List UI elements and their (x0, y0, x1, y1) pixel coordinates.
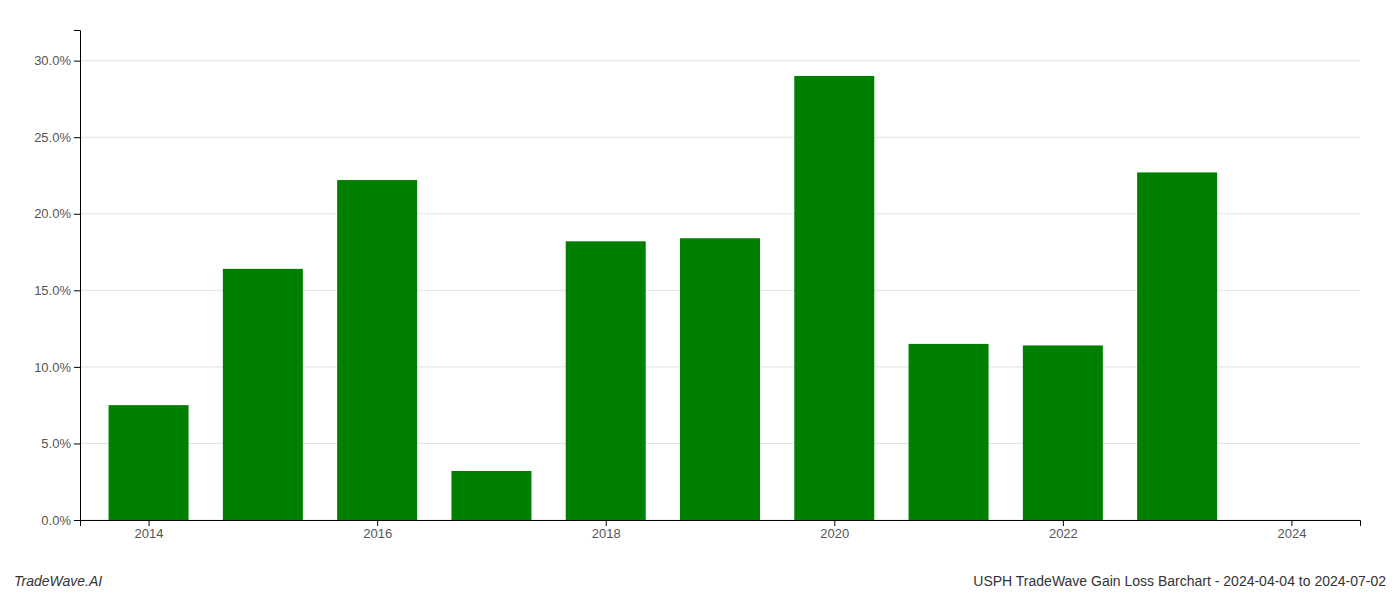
bar (451, 471, 531, 520)
grid-line (80, 137, 1360, 138)
y-tick: 0.0% (41, 513, 80, 528)
x-tick-label: 2016 (363, 526, 392, 541)
y-tick-mark (74, 290, 80, 291)
footer-right: USPH TradeWave Gain Loss Barchart - 2024… (973, 573, 1386, 589)
y-tick-label: 10.0% (34, 360, 71, 375)
y-axis-line (74, 31, 81, 521)
y-tick-label: 30.0% (34, 53, 71, 68)
bar (223, 269, 303, 520)
bar (909, 344, 989, 520)
y-tick-label: 25.0% (34, 130, 71, 145)
y-tick-mark (74, 61, 80, 62)
bar (1137, 172, 1217, 520)
y-tick-mark (74, 214, 80, 215)
y-tick: 20.0% (34, 206, 80, 221)
x-tick-mark (1063, 520, 1064, 526)
y-tick-label: 0.0% (41, 513, 71, 528)
y-tick: 15.0% (34, 283, 80, 298)
bar (566, 241, 646, 520)
y-tick-mark (74, 520, 80, 521)
x-tick: 2018 (592, 520, 621, 541)
x-tick: 2024 (1277, 520, 1306, 541)
x-tick-label: 2024 (1277, 526, 1306, 541)
y-tick-label: 5.0% (41, 436, 71, 451)
bar (109, 405, 189, 520)
bar (1023, 345, 1103, 520)
plot-area (109, 76, 1218, 520)
y-tick-mark (74, 137, 80, 138)
x-axis-line (81, 521, 1361, 527)
x-tick: 2016 (363, 520, 392, 541)
x-tick-label: 2018 (592, 526, 621, 541)
x-tick: 2022 (1049, 520, 1078, 541)
y-tick-label: 15.0% (34, 283, 71, 298)
x-tick-label: 2022 (1049, 526, 1078, 541)
x-tick-mark (377, 520, 378, 526)
x-tick-label: 2014 (135, 526, 164, 541)
y-axis: 0.0% 5.0% 10.0% 15.0% 20.0% 25.0% 30.0% (34, 31, 80, 528)
y-tick-mark (74, 367, 80, 368)
bar (794, 76, 874, 520)
x-tick: 2020 (820, 520, 849, 541)
grid-line (80, 60, 1360, 61)
x-tick-mark (834, 520, 835, 526)
y-tick-label: 20.0% (34, 206, 71, 221)
y-tick: 10.0% (34, 360, 80, 375)
grid (80, 61, 1360, 520)
bar (680, 238, 760, 520)
x-tick-label: 2020 (820, 526, 849, 541)
x-axis: 2014 2016 2018 2020 2022 2024 (81, 520, 1361, 541)
x-tick-mark (149, 520, 150, 526)
y-tick: 5.0% (41, 436, 80, 451)
x-tick: 2014 (135, 520, 164, 541)
bar (337, 180, 417, 520)
y-tick: 30.0% (34, 53, 80, 68)
x-tick-mark (606, 520, 607, 526)
footer-left: TradeWave.AI (14, 573, 102, 589)
x-tick-mark (1291, 520, 1292, 526)
chart: 2014 2016 2018 2020 2022 2024 0.0% 5.0% 10.0% 15.… (0, 0, 1400, 600)
y-tick: 25.0% (34, 130, 80, 145)
y-tick-mark (74, 443, 80, 444)
